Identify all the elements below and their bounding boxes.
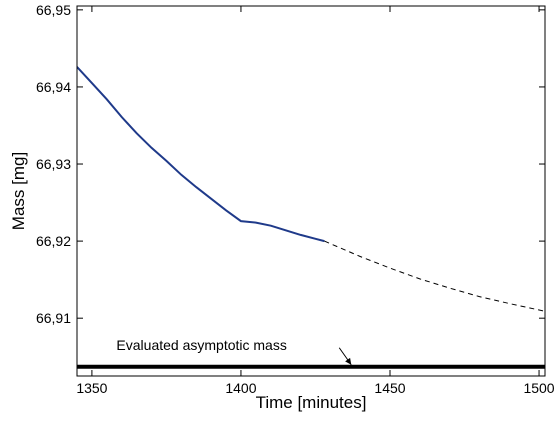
y-tick-label: 66,94	[36, 79, 71, 95]
x-tick-label: 1350	[76, 380, 107, 396]
x-tick-label: 1450	[374, 380, 405, 396]
plot-marks: Evaluated asymptotic mass	[77, 66, 545, 369]
measured-mass-line	[77, 66, 325, 243]
y-axis-label: Mass [mg]	[9, 152, 28, 230]
y-tick-label: 66,91	[36, 310, 71, 326]
x-axis-label: Time [minutes]	[256, 393, 367, 412]
plot-frame	[76, 5, 546, 377]
annotation-text: Evaluated asymptotic mass	[116, 337, 286, 353]
x-tick-label: 1400	[225, 380, 256, 396]
y-tick-label: 66,95	[36, 2, 71, 18]
axis-ticks: 1350 1400 1450 1500 66,91 66,92 66,93 66,94 66,9…	[36, 2, 554, 396]
annotation-arrowhead	[345, 357, 352, 365]
extrapolated-mass-line	[324, 240, 545, 312]
x-tick-label: 1500	[523, 380, 554, 396]
y-tick-label: 66,92	[36, 233, 71, 249]
y-tick-label: 66,93	[36, 156, 71, 172]
